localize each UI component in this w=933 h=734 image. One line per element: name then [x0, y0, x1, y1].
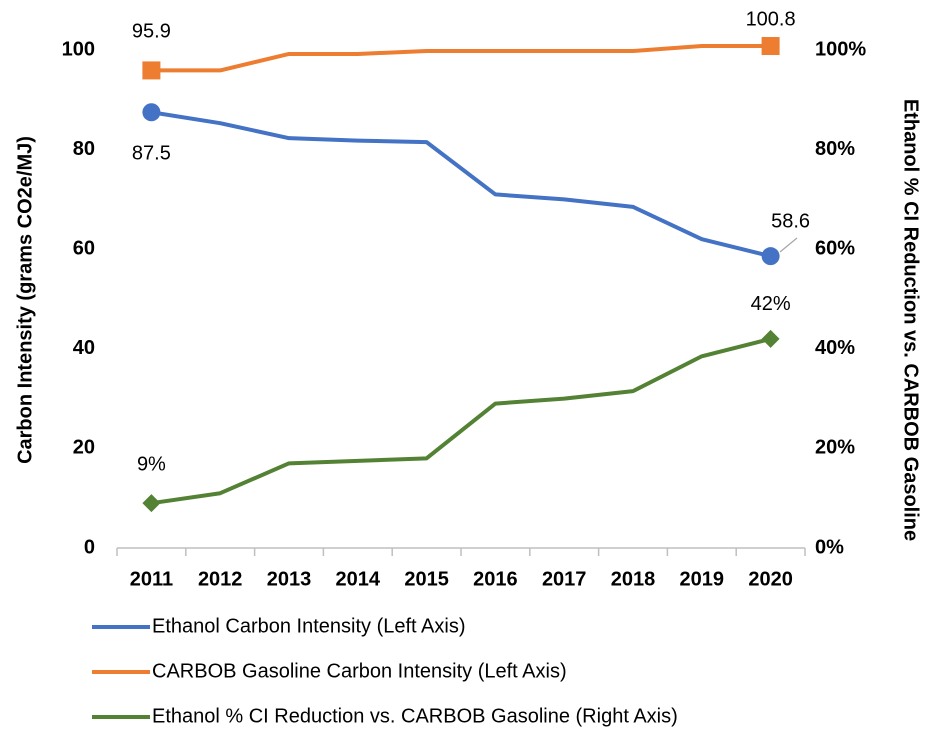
y-tick-label: 60 [73, 237, 95, 259]
y2-tick-label: 20% [815, 437, 855, 459]
y-tick-label: 80 [73, 138, 95, 160]
data-label: 9% [137, 453, 166, 475]
x-tick-label: 2011 [130, 568, 173, 590]
legend-label: Ethanol Carbon Intensity (Left Axis) [152, 615, 466, 637]
legend-label: CARBOB Gasoline Carbon Intensity (Left A… [152, 660, 567, 682]
x-tick-label: 2018 [611, 568, 656, 590]
x-tick-label: 2014 [336, 568, 381, 590]
x-tick-label: 2016 [473, 568, 518, 590]
y2-tick-label: 80% [815, 138, 855, 160]
leader-line [779, 237, 798, 253]
marker [142, 494, 161, 513]
x-tick-label: 2015 [404, 568, 449, 590]
marker [761, 247, 780, 266]
marker [142, 103, 161, 122]
marker [761, 37, 780, 56]
x-tick-label: 2013 [267, 568, 312, 590]
legend-label: Ethanol % CI Reduction vs. CARBOB Gasoli… [152, 705, 678, 727]
data-label: 58.6 [771, 210, 810, 232]
y-axis-title: Carbon Intensity (grams CO2e/MJ) [14, 136, 36, 464]
x-tick-label: 2017 [542, 568, 587, 590]
marker [761, 329, 780, 348]
y-tick-label: 40 [73, 337, 95, 359]
series-line [151, 110, 772, 259]
x-tick-label: 2019 [680, 568, 725, 590]
series-line [151, 44, 771, 73]
y-tick-label: 20 [73, 437, 95, 459]
y-tick-label: 100 [62, 38, 95, 60]
data-label: 87.5 [132, 143, 171, 165]
y2-tick-label: 100% [815, 38, 866, 60]
data-label: 95.9 [132, 21, 171, 43]
y2-axis-title: Ethanol % CI Reduction vs. CARBOB Gasoli… [900, 99, 922, 541]
data-label: 100.8 [746, 8, 796, 30]
y2-tick-label: 0% [815, 536, 844, 558]
x-tick-label: 2012 [198, 568, 243, 590]
data-label: 42% [751, 293, 791, 315]
y-tick-label: 0 [84, 536, 95, 558]
marker [142, 61, 161, 80]
x-tick-label: 2020 [748, 568, 793, 590]
y2-tick-label: 40% [815, 337, 855, 359]
y2-tick-label: 60% [815, 237, 855, 259]
series-line [151, 336, 772, 506]
